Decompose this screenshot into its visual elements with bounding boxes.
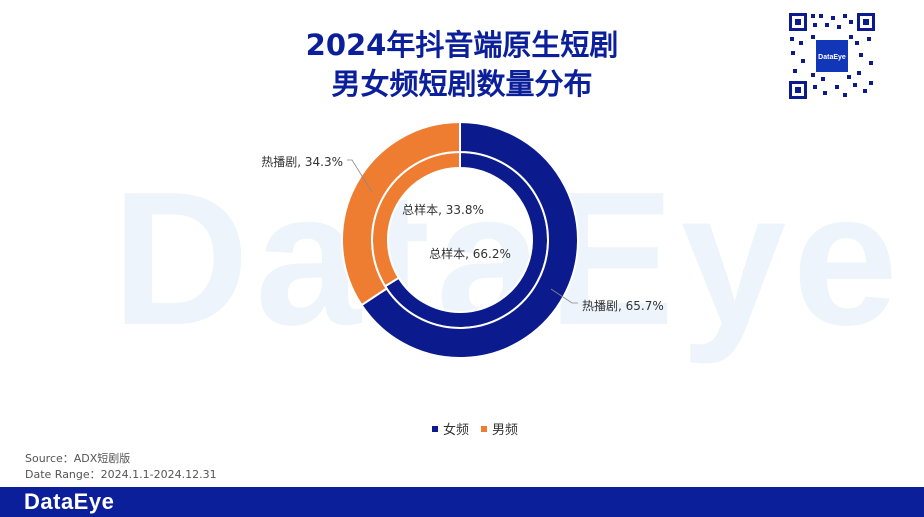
nested-donut-chart: 总样本, 66.2% 总样本, 33.8% 热播剧, 65.7% 热播剧, 34… (261, 120, 664, 359)
chart-title-line2: 男女频短剧数量分布 (331, 67, 593, 101)
qr-logo-text: DataEye (818, 54, 846, 61)
leader-line-outer-male (347, 159, 373, 193)
legend-label-female: 女频 (443, 423, 470, 438)
qr-code: DataEye (787, 11, 877, 101)
outer-ring-slice-female (360, 120, 579, 359)
leader-lines (347, 159, 578, 304)
data-label-outer-female: 热播剧, 65.7% (582, 299, 664, 313)
data-label-inner-female: 总样本, 66.2% (429, 246, 511, 261)
footer-logo: DataEye (24, 489, 115, 514)
data-label-inner-male: 总样本, 33.8% (402, 202, 484, 217)
legend-swatch-male (481, 425, 488, 432)
outer-ring-hot-dramas (341, 120, 579, 359)
footer-bar: DataEye (0, 487, 924, 517)
date-range-note: Date Range：2024.1.1-2024.12.31 (25, 468, 217, 481)
chart-title-line1: 2024年抖音端原生短剧 (305, 28, 619, 62)
outer-ring-slice-male (341, 120, 461, 307)
chart-legend: 女频 男频 (432, 419, 518, 438)
legend-item-female: 女频 (432, 419, 469, 438)
legend-item-male: 男频 (481, 419, 518, 438)
legend-label-male: 男频 (492, 423, 519, 438)
data-label-outer-male: 热播剧, 34.3% (261, 155, 343, 169)
legend-swatch-female (432, 425, 438, 432)
source-note: Source：ADX短剧版 (25, 452, 131, 465)
leader-line-outer-female (550, 288, 578, 304)
